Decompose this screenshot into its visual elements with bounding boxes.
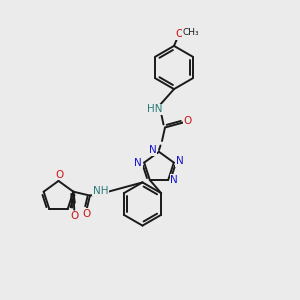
Text: N: N xyxy=(149,145,157,155)
Text: O: O xyxy=(184,116,192,126)
Text: O: O xyxy=(55,170,63,180)
Text: HN: HN xyxy=(147,104,162,115)
Text: NH: NH xyxy=(93,185,108,196)
Text: O: O xyxy=(175,29,184,40)
Text: N: N xyxy=(170,175,178,185)
Text: N: N xyxy=(176,156,184,166)
Text: N: N xyxy=(134,158,142,168)
Text: O: O xyxy=(70,211,78,221)
Text: CH₃: CH₃ xyxy=(182,28,199,38)
Text: O: O xyxy=(83,208,91,219)
